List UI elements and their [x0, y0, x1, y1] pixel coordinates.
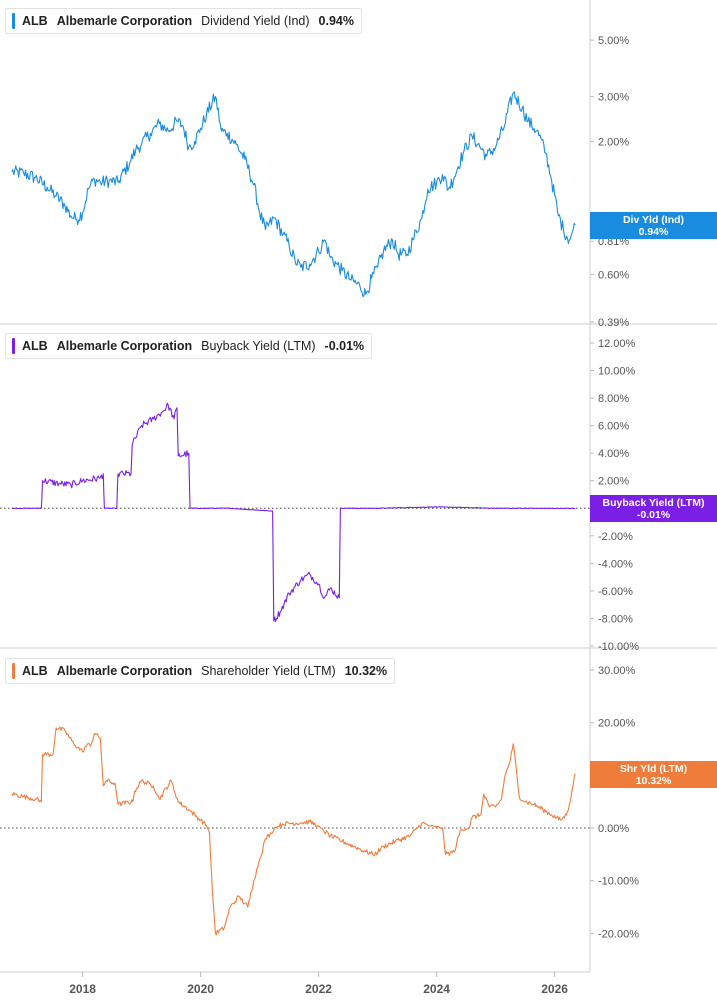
y-tick-label: 2.00% [598, 476, 629, 488]
badge-label: Shr Yld (LTM) [619, 762, 688, 775]
series-color-marker [12, 663, 15, 679]
y-tick-label: -2.00% [598, 531, 633, 543]
legend-value: -0.01% [324, 339, 365, 353]
x-tick-label: 2026 [541, 982, 568, 996]
x-tick-label: 2018 [69, 982, 96, 996]
legend-company: Albemarle Corporation [56, 664, 193, 678]
y-tick-label: 12.00% [598, 338, 636, 350]
y-tick-label: 30.00% [598, 665, 636, 677]
legend-company: Albemarle Corporation [56, 14, 193, 28]
y-tick-label: 0.60% [598, 269, 629, 281]
y-tick-label: -10.00% [598, 876, 639, 888]
badge-value: 0.94% [638, 225, 669, 238]
x-tick-label: 2022 [305, 982, 332, 996]
legend-dividend-yield: ALB Albemarle Corporation Dividend Yield… [5, 8, 362, 34]
series-line [11, 91, 576, 297]
y-tick-label: -20.00% [598, 928, 639, 940]
badge-buyback-yield: Buyback Yield (LTM) -0.01% [590, 495, 717, 523]
y-tick-label: -8.00% [598, 613, 633, 625]
legend-metric: Buyback Yield (LTM) [201, 339, 316, 353]
badge-label: Buyback Yield (LTM) [602, 497, 705, 510]
legend-value: 0.94% [318, 14, 354, 28]
y-tick-label: 4.00% [598, 448, 629, 460]
legend-shareholder-yield: ALB Albemarle Corporation Shareholder Yi… [5, 658, 396, 684]
series-color-marker [12, 13, 15, 29]
x-tick-label: 2024 [423, 982, 450, 996]
y-tick-label: 0.39% [598, 317, 629, 329]
legend-value: 10.32% [344, 664, 388, 678]
y-tick-label: -10.00% [598, 641, 639, 653]
legend-buyback-yield: ALB Albemarle Corporation Buyback Yield … [5, 333, 373, 359]
y-tick-label: 2.00% [598, 136, 629, 148]
legend-metric: Shareholder Yield (LTM) [201, 664, 336, 678]
series-line [11, 402, 576, 622]
y-tick-label: 0.81% [598, 236, 629, 248]
y-tick-label: 6.00% [598, 421, 629, 433]
x-tick-label: 2020 [187, 982, 214, 996]
badge-shareholder-yield: Shr Yld (LTM) 10.32% [590, 760, 717, 788]
y-tick-label: 20.00% [598, 718, 636, 730]
y-tick-label: 0.00% [598, 823, 629, 835]
y-tick-label: -6.00% [598, 586, 633, 598]
y-tick-label: 3.00% [598, 92, 629, 104]
badge-value: 10.32% [635, 774, 672, 787]
badge-dividend-yield: Div Yld (Ind) 0.94% [590, 211, 717, 239]
badge-value: -0.01% [636, 509, 671, 522]
legend-ticker: ALB [22, 339, 48, 353]
badge-label: Div Yld (Ind) [622, 213, 685, 226]
series-color-marker [12, 338, 15, 354]
legend-ticker: ALB [22, 664, 48, 678]
legend-ticker: ALB [22, 14, 48, 28]
legend-company: Albemarle Corporation [56, 339, 193, 353]
y-tick-label: 10.00% [598, 366, 636, 378]
series-line [11, 726, 576, 936]
legend-metric: Dividend Yield (Ind) [201, 14, 310, 28]
y-tick-label: -4.00% [598, 558, 633, 570]
y-tick-label: 5.00% [598, 35, 629, 47]
y-tick-label: 8.00% [598, 393, 629, 405]
